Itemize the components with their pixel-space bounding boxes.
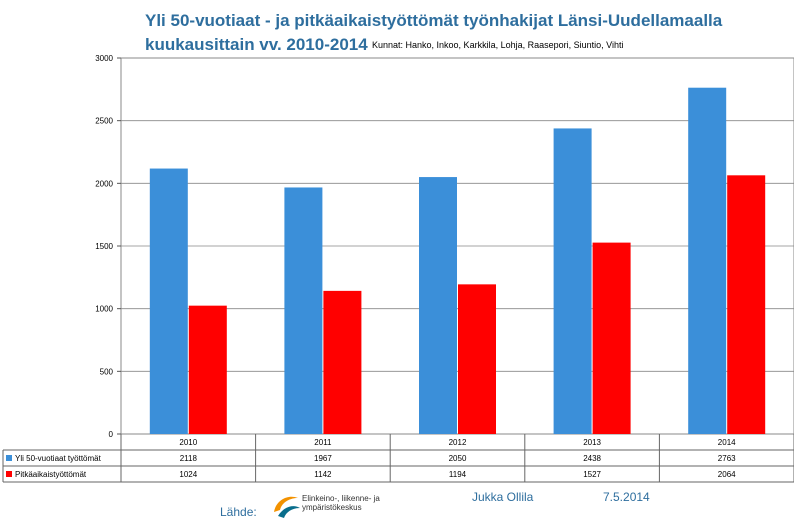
bar: [149, 168, 188, 434]
legend-label: Pitkäaikaistyöttömät: [15, 470, 87, 479]
bar: [284, 187, 323, 434]
bar: [592, 242, 631, 434]
y-tick-label: 1500: [95, 242, 113, 251]
y-tick-label: 3000: [95, 54, 113, 63]
x-tick-label: 2012: [449, 438, 467, 447]
bar: [727, 175, 766, 434]
y-tick-label: 1000: [95, 305, 113, 314]
data-label: 1142: [314, 470, 332, 479]
y-tick-label: 2500: [95, 117, 113, 126]
logo-text: Elinkeino-, liikenne- ja ympäristökeskus: [302, 494, 380, 512]
data-label: 1527: [583, 470, 601, 479]
data-label: 2438: [583, 454, 601, 463]
source-label: Lähde:: [220, 505, 257, 519]
data-label: 1024: [179, 470, 197, 479]
legend-label: Yli 50-vuotiaat työttömät: [15, 454, 102, 463]
data-label: 2050: [449, 454, 467, 463]
y-tick-label: 500: [100, 367, 114, 376]
chart-title-line2: kuukausittain vv. 2010-2014: [145, 35, 368, 54]
x-tick-label: 2013: [583, 438, 601, 447]
x-tick-label: 2014: [718, 438, 736, 447]
data-label: 1967: [314, 454, 332, 463]
data-label: 2763: [718, 454, 736, 463]
y-tick-label: 0: [109, 430, 114, 439]
data-label: 2064: [718, 470, 736, 479]
ely-logo: [274, 496, 300, 518]
bar: [188, 305, 227, 434]
date: 7.5.2014: [603, 490, 650, 504]
x-tick-label: 2010: [179, 438, 197, 447]
chart-subtitle: Kunnat: Hanko, Inkoo, Karkkila, Lohja, R…: [372, 40, 624, 50]
data-label: 2118: [180, 454, 198, 463]
bar: [553, 128, 592, 435]
x-tick-label: 2011: [314, 438, 332, 447]
author: Jukka Ollila: [472, 490, 534, 504]
bar: [323, 290, 362, 434]
data-label: 1194: [449, 470, 467, 479]
bar: [458, 284, 496, 434]
legend-swatch: [6, 471, 12, 477]
chart-title-line1: Yli 50-vuotiaat - ja pitkäaikaistyöttömä…: [145, 11, 723, 30]
bar-chart: 0 500 1000 1500 2000 2500 3000 2010 2011 2012 2013…: [2, 54, 794, 483]
legend-swatch: [6, 455, 12, 461]
bar: [419, 177, 457, 435]
bar: [688, 87, 727, 434]
y-tick-label: 2000: [95, 179, 113, 188]
